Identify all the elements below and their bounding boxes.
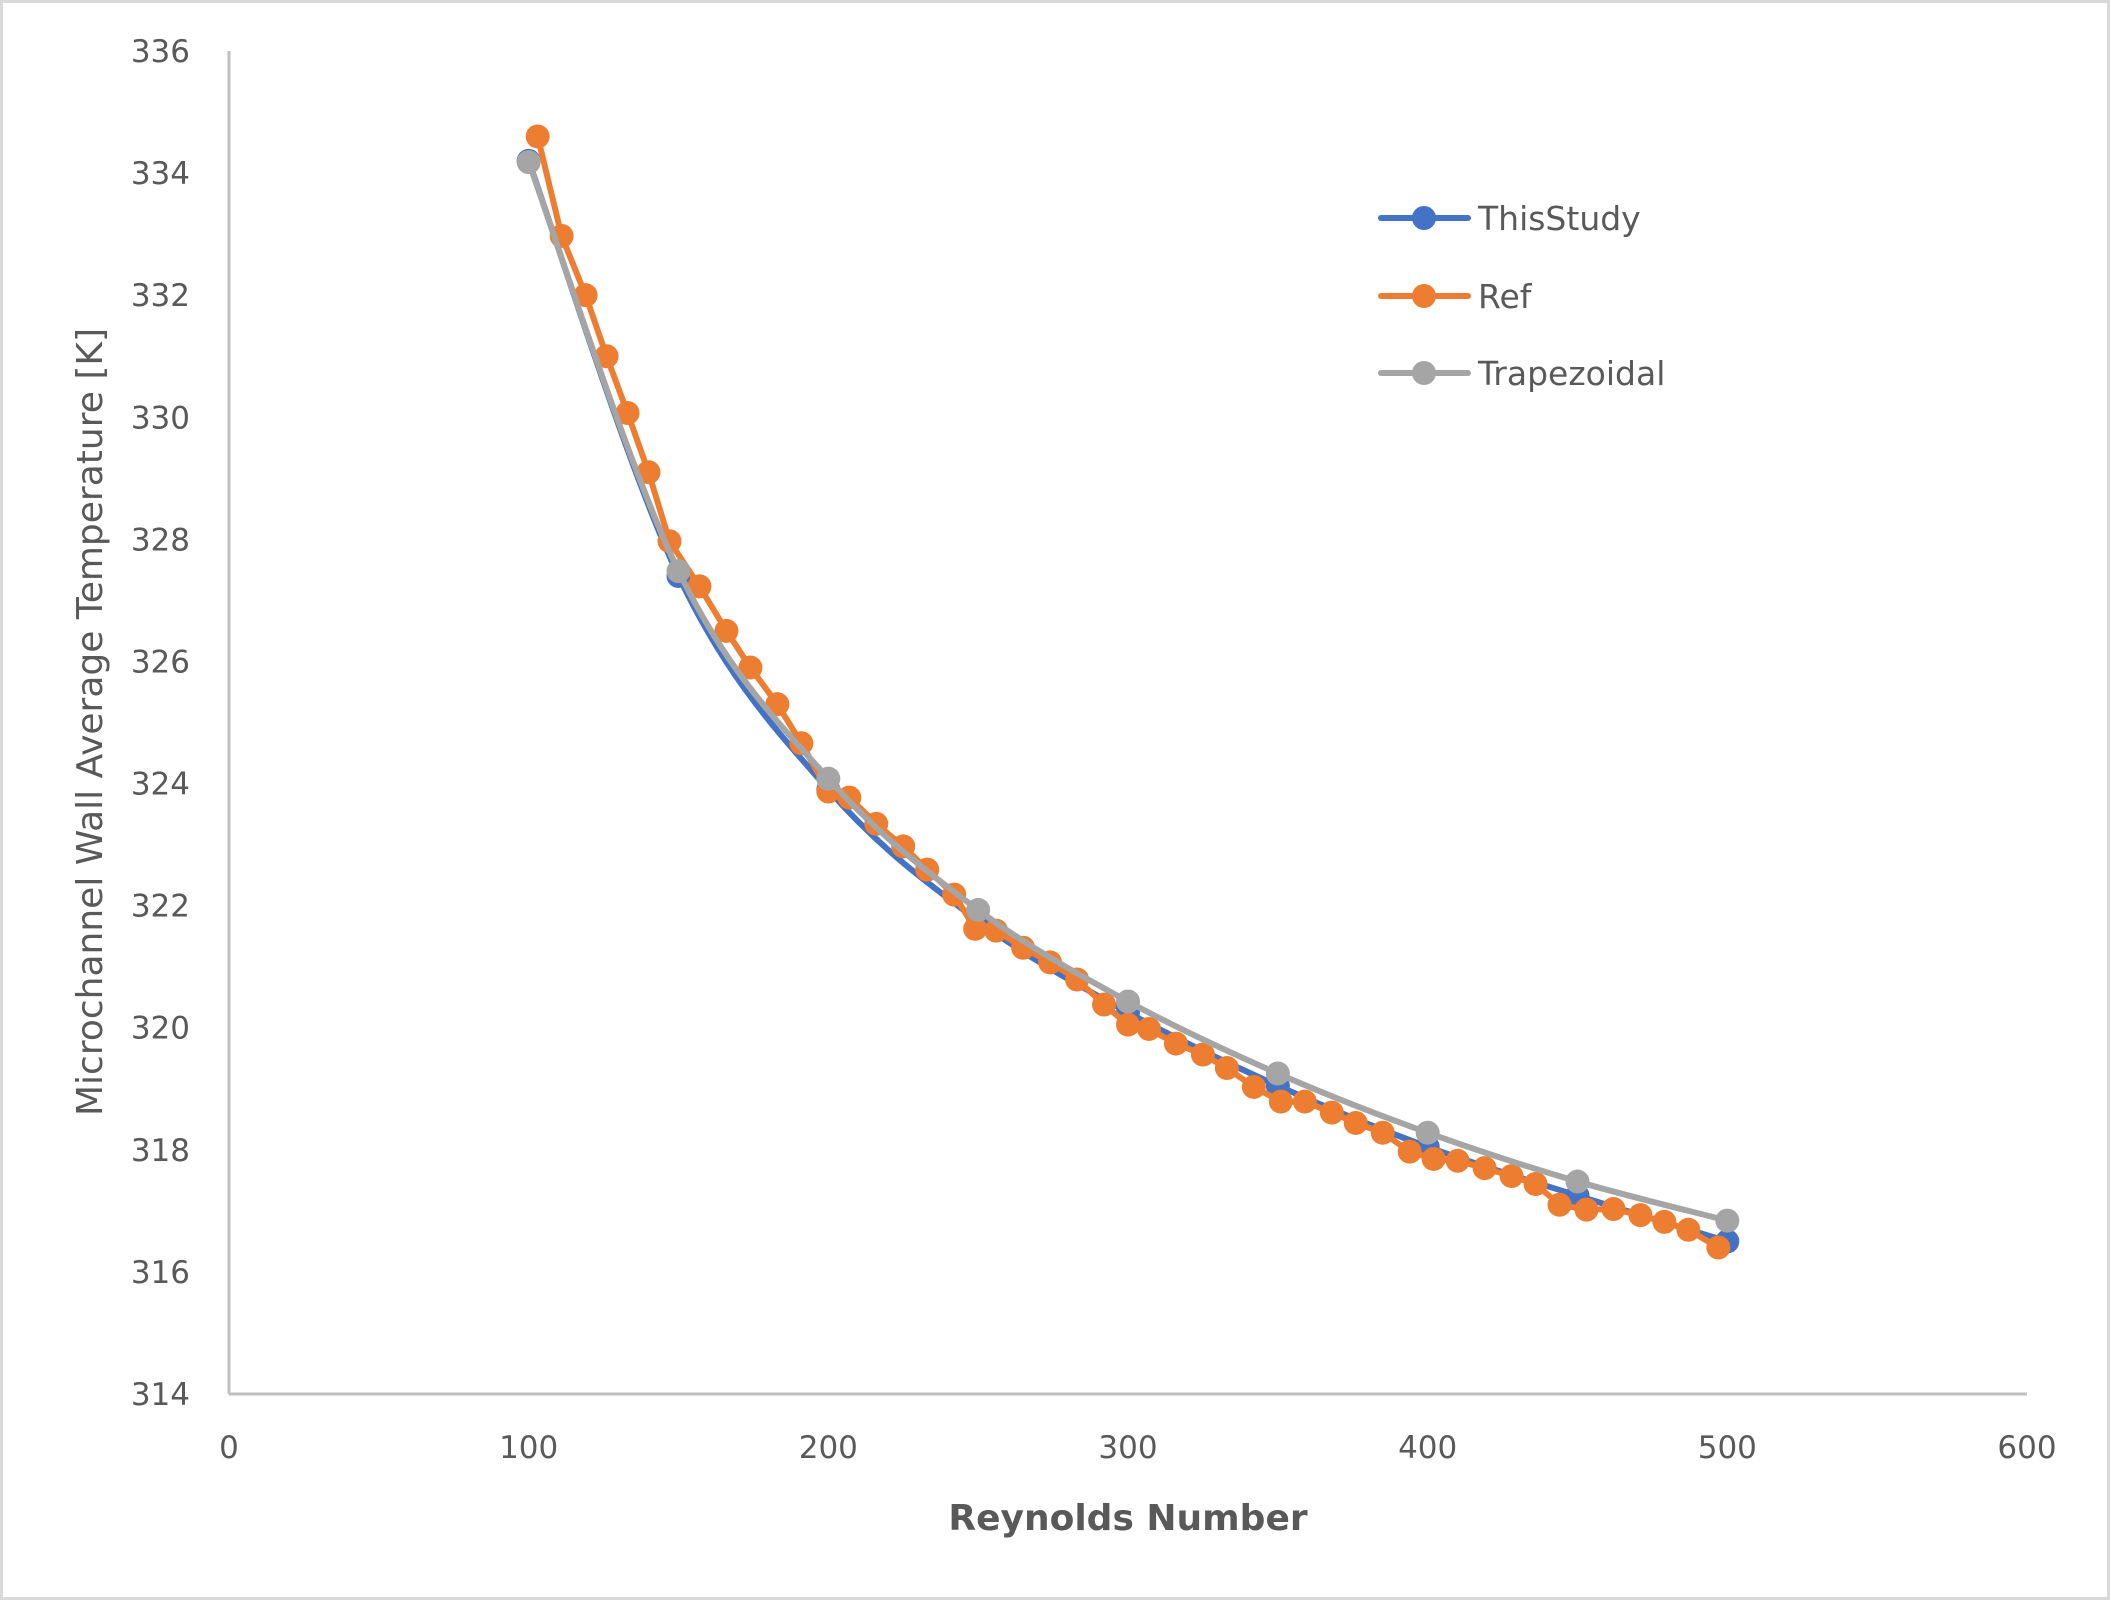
data-point-marker (687, 574, 712, 599)
y-tick-label: 318 (131, 1133, 190, 1169)
data-point-marker (1421, 1146, 1446, 1171)
data-point-marker (1706, 1235, 1731, 1260)
data-point-marker (1116, 1012, 1140, 1037)
data-point-marker (666, 559, 691, 584)
data-point-marker (1652, 1209, 1677, 1234)
data-point-marker (1092, 992, 1117, 1017)
data-point-marker (1397, 1139, 1422, 1164)
y-axis-tick-labels: 314 316 318 320 322 324 326 328 330 332 334 336 (131, 34, 190, 1413)
plot-area (516, 124, 1740, 1260)
y-tick-label: 316 (131, 1255, 190, 1291)
data-point-marker (1163, 1031, 1188, 1056)
legend-label: Ref (1478, 277, 1533, 316)
data-point-marker (1116, 989, 1140, 1014)
data-point-marker (1136, 1016, 1161, 1041)
x-tick-label: 300 (1098, 1430, 1157, 1466)
y-tick-label: 330 (131, 400, 190, 436)
data-point-marker (1190, 1042, 1215, 1067)
data-point-marker (738, 655, 763, 680)
x-tick-label: 500 (1698, 1430, 1757, 1466)
data-point-marker (1499, 1164, 1524, 1189)
y-tick-label: 336 (131, 34, 190, 70)
data-point-marker (573, 283, 598, 308)
y-tick-label: 332 (131, 278, 190, 314)
y-tick-label: 328 (131, 522, 190, 558)
x-axis-tick-labels: 0 100 200 300 400 500 600 (219, 1430, 2056, 1466)
data-point-marker (789, 731, 814, 756)
y-tick-label: 324 (131, 767, 190, 803)
data-point-marker (1715, 1208, 1740, 1233)
data-point-marker (1472, 1156, 1497, 1181)
data-point-marker (891, 834, 916, 859)
x-tick-label: 100 (499, 1430, 558, 1466)
data-point-marker (816, 766, 841, 791)
data-point-marker (1268, 1089, 1293, 1114)
data-point-marker (1343, 1110, 1368, 1135)
data-point-marker (1574, 1197, 1599, 1222)
legend-marker-icon (1412, 361, 1436, 385)
data-point-marker (966, 897, 991, 922)
legend-marker-icon (1412, 206, 1436, 230)
data-point-marker (1241, 1074, 1266, 1099)
legend-label: ThisStudy (1477, 199, 1641, 238)
x-tick-label: 400 (1398, 1430, 1457, 1466)
legend-label: Trapezoidal (1477, 354, 1665, 393)
legend-item-ref: Ref (1378, 277, 1533, 316)
data-point-marker (963, 916, 988, 941)
x-tick-label: 200 (799, 1430, 858, 1466)
legend-item-trapezoidal: Trapezoidal (1378, 354, 1665, 393)
data-point-marker (1628, 1203, 1653, 1228)
x-axis-title: Reynolds Number (948, 1498, 1307, 1539)
data-point-marker (1547, 1192, 1572, 1217)
data-point-marker (1319, 1100, 1344, 1125)
data-point-marker (1523, 1172, 1548, 1197)
data-point-marker (1415, 1120, 1440, 1145)
data-point-marker (1214, 1056, 1239, 1081)
legend-item-thisstudy: ThisStudy (1378, 199, 1641, 238)
data-point-marker (516, 150, 541, 175)
data-point-marker (1265, 1061, 1290, 1086)
series-thisstudy (516, 148, 1740, 1254)
series-ref (525, 124, 1731, 1260)
series-line (525, 159, 1731, 1224)
x-tick-label: 0 (219, 1430, 239, 1466)
y-tick-label: 320 (131, 1011, 190, 1047)
data-point-marker (1601, 1197, 1626, 1222)
legend-marker-icon (1412, 284, 1436, 308)
y-tick-label: 322 (131, 889, 190, 925)
data-point-marker (714, 618, 739, 643)
data-point-marker (525, 124, 550, 149)
y-axis-title: Microchannel Wall Average Temperature [K… (70, 328, 111, 1116)
data-point-marker (1292, 1089, 1317, 1114)
data-point-marker (615, 400, 640, 425)
data-point-marker (1676, 1217, 1701, 1242)
y-tick-label: 326 (131, 644, 190, 680)
data-point-marker (1370, 1120, 1395, 1145)
y-tick-label: 334 (131, 156, 190, 192)
series-line (534, 133, 1722, 1251)
series-line (525, 157, 1731, 1245)
data-point-marker (594, 344, 619, 369)
x-tick-label: 600 (1997, 1430, 2056, 1466)
legend: ThisStudy Ref Trapezoidal (1378, 199, 1665, 393)
y-tick-label: 314 (131, 1377, 190, 1413)
data-point-marker (1565, 1169, 1590, 1194)
data-point-marker (1445, 1148, 1470, 1173)
series-trapezoidal (516, 150, 1740, 1233)
